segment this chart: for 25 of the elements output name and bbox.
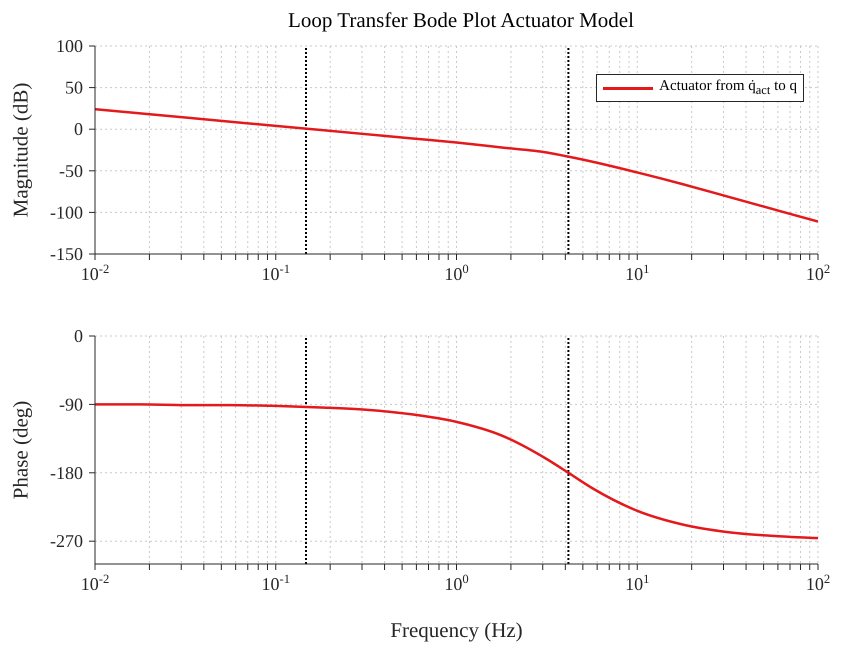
y-tick-label: -100	[50, 202, 83, 222]
y-tick-label: -50	[59, 160, 83, 181]
x-tick-label: 10$^{0}$	[444, 262, 469, 284]
legend-label: Actuator from q̇$_{act}$ to q	[659, 78, 797, 97]
y-axis-title: Magnitude (dB)	[8, 82, 32, 218]
x-tick-label: 10$^{-1}$	[262, 572, 290, 594]
x-tick-label: 10$^{1}$	[625, 262, 650, 284]
x-tick-label: 10$^{-2}$	[80, 262, 110, 284]
chart-title: Loop Transfer Bode Plot Actuator Model	[287, 8, 635, 34]
y-tick-label: -180	[50, 462, 83, 483]
y-tick-label: 0	[74, 119, 83, 140]
y-tick-label: 50	[65, 78, 83, 98]
y-tick-label: -90	[59, 394, 83, 414]
x-axis-title: Frequency (Hz)	[390, 618, 523, 642]
x-tick-label: 10$^{1}$	[625, 572, 650, 594]
x-tick-label: 10$^{0}$	[444, 572, 469, 594]
y-axis-title: Phase (deg)	[8, 400, 32, 500]
y-tick-label: 0	[74, 326, 83, 346]
y-tick-label: -270	[50, 531, 83, 552]
x-tick-label: 10$^{-2}$	[80, 572, 110, 594]
x-tick-label: 10$^{2}$	[806, 262, 830, 284]
x-tick-label: 10$^{-1}$	[262, 262, 290, 284]
x-tick-label: 10$^{2}$	[806, 572, 830, 594]
y-tick-label: 100	[56, 36, 83, 56]
y-tick-label: -150	[50, 244, 83, 264]
